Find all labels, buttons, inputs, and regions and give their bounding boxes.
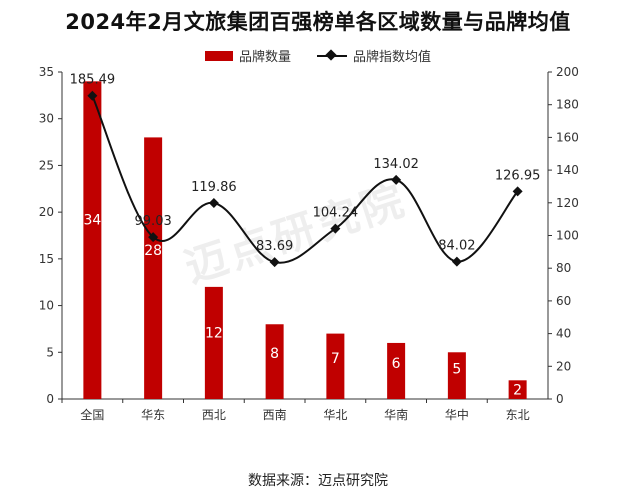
right-tick-label: 80: [556, 261, 571, 275]
data-source-note: 数据来源：迈点研究院: [248, 473, 388, 489]
left-tick-label: 15: [39, 252, 54, 266]
bar-value-label: 28: [144, 243, 162, 259]
bar: [265, 324, 284, 399]
bar-value-label: 34: [83, 212, 101, 228]
bar: [508, 380, 527, 399]
right-tick-label: 200: [556, 65, 579, 79]
legend-label-line: 品牌指数均值: [353, 50, 432, 65]
line-point-marker: [269, 257, 280, 268]
chart-legend: 品牌数量 品牌指数均值: [0, 46, 636, 65]
right-tick-label: 20: [556, 359, 571, 373]
x-tick-label: 华东: [141, 408, 165, 422]
right-tick-label: 100: [556, 229, 579, 243]
bar: [83, 81, 102, 399]
right-tick-label: 180: [556, 98, 579, 112]
bar-value-label: 2: [513, 383, 522, 399]
line-point-marker: [391, 174, 402, 185]
left-tick-label: 30: [39, 112, 54, 126]
bar-value-label: 6: [392, 356, 401, 372]
right-tick-label: 160: [556, 130, 579, 144]
line-point-marker: [87, 90, 98, 101]
right-tick-label: 40: [556, 327, 571, 341]
x-tick-label: 华中: [445, 407, 469, 422]
bar-value-label: 7: [331, 351, 340, 367]
right-tick-label: 120: [556, 196, 579, 210]
x-tick-label: 西北: [202, 408, 226, 422]
x-tick-label: 华北: [323, 408, 347, 422]
bar: [447, 352, 466, 399]
line-point-marker: [451, 256, 462, 267]
right-tick-label: 0: [556, 392, 564, 406]
line-value-label: 99.03: [135, 214, 172, 229]
line-point-marker: [330, 223, 341, 234]
line-value-label: 134.02: [373, 157, 419, 172]
left-tick-label: 0: [46, 392, 54, 406]
line-value-label: 119.86: [191, 180, 237, 195]
left-tick-label: 10: [39, 299, 54, 313]
bar: [204, 286, 223, 399]
x-tick-label: 东北: [506, 408, 530, 422]
bar-value-label: 8: [270, 346, 279, 362]
bar: [387, 342, 406, 399]
bar-value-label: 5: [452, 361, 461, 377]
left-tick-label: 35: [39, 65, 54, 79]
x-tick-label: 华南: [384, 407, 408, 422]
legend-label-bar: 品牌数量: [238, 50, 291, 65]
line-point-marker: [512, 186, 523, 197]
line-value-label: 126.95: [495, 168, 541, 183]
right-tick-label: 60: [556, 294, 571, 308]
legend-swatch-bar: [204, 50, 233, 61]
chart-title: 2024年2月文旅集团百强榜单各区域数量与品牌均值: [65, 10, 571, 34]
legend-item-bar: 品牌数量: [204, 46, 291, 65]
line-value-label: 83.69: [256, 239, 293, 254]
bar-value-label: 12: [205, 325, 223, 341]
line-value-label: 84.02: [438, 239, 475, 254]
right-tick-label: 140: [556, 163, 579, 177]
line-value-label: 185.49: [70, 73, 116, 88]
left-tick-label: 5: [46, 345, 54, 359]
left-tick-label: 20: [39, 205, 54, 219]
bar: [144, 137, 163, 399]
legend-swatch-line: [317, 50, 347, 62]
x-tick-label: 西南: [263, 407, 287, 422]
line-point-marker: [208, 198, 219, 209]
line-value-label: 104.24: [313, 206, 359, 221]
bar: [326, 333, 345, 399]
line-point-marker: [148, 232, 159, 243]
left-tick-label: 25: [39, 158, 54, 172]
x-tick-label: 全国: [80, 407, 104, 422]
legend-item-line: 品牌指数均值: [317, 46, 431, 65]
